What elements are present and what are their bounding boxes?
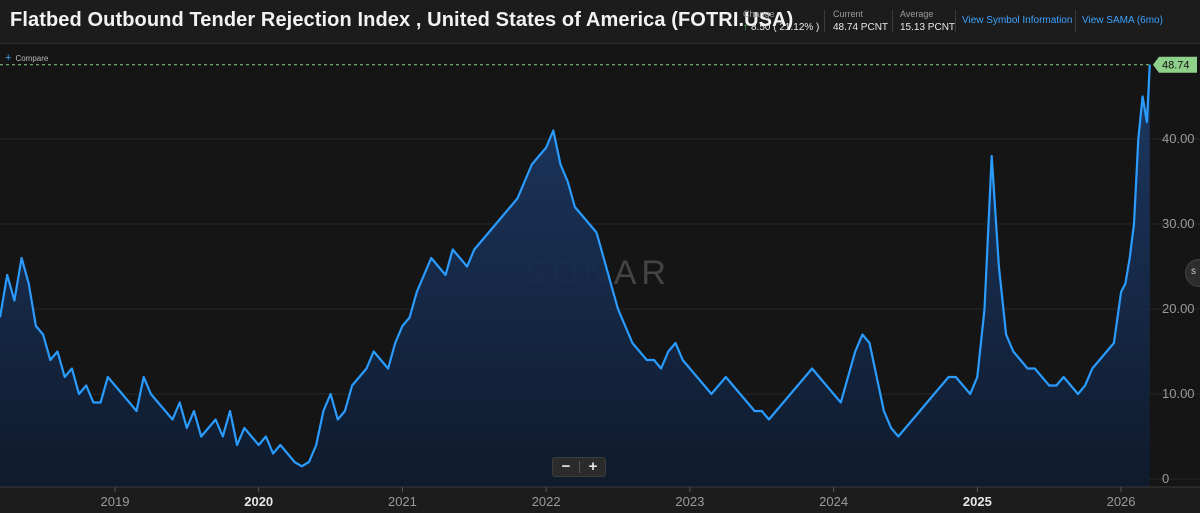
y-tick-label: 0 (1162, 471, 1169, 486)
arrow-up-icon: ↑ (743, 22, 748, 33)
y-tick-label: 40.00 (1162, 131, 1195, 146)
series-area (0, 64, 1150, 487)
x-tick-label: 2020 (244, 494, 273, 509)
page-title: Flatbed Outbound Tender Rejection Index … (10, 9, 794, 31)
current-label: Current (833, 9, 864, 19)
divider (824, 10, 825, 32)
y-tick-label: 30.00 (1162, 216, 1195, 231)
plus-icon: + (5, 52, 12, 64)
view-sama-link[interactable]: View SAMA (6mo) (1082, 15, 1163, 26)
compare-button[interactable]: + Compare (5, 52, 48, 64)
current-value: 48.74 PCNT (833, 22, 889, 33)
current-value-tag-shape (1153, 56, 1197, 73)
x-tick-label: 2024 (819, 494, 848, 509)
compare-label: Compare (15, 54, 49, 63)
series-line (0, 64, 1151, 468)
x-axis: 2019 2020 2021 2022 2023 2024 2025 2026 (0, 486, 1200, 513)
view-symbol-information-link[interactable]: View Symbol Information (962, 15, 1073, 26)
divider (955, 10, 956, 32)
x-tick-label: 2021 (388, 494, 417, 509)
current-stat: Current 48.74 PCNT (833, 8, 888, 34)
divider (1075, 10, 1076, 32)
x-axis-band (0, 487, 1200, 513)
zoom-in-button[interactable]: + (588, 458, 598, 475)
y-axis: 0 10.00 20.00 30.00 40.00 (1162, 131, 1195, 486)
x-tick-label: 2026 (1107, 494, 1136, 509)
divider (892, 10, 893, 32)
x-tick-label: 2022 (532, 494, 561, 509)
x-tick-label: 2023 (675, 494, 704, 509)
change-stat: Change ↑ 8.50 ( 21.12% ) (743, 8, 819, 34)
zoom-out-button[interactable]: − (561, 458, 571, 475)
side-panel-label: s (1191, 266, 1196, 277)
current-value-tag-text: 48.74 (1162, 60, 1190, 72)
y-tick-label: 10.00 (1162, 386, 1195, 401)
average-stat: Average 15.13 PCNT (900, 8, 955, 34)
change-value: 8.50 ( 21.12% ) (751, 22, 820, 33)
x-tick-label: 2019 (101, 494, 130, 509)
divider (579, 461, 580, 473)
header-bar: Flatbed Outbound Tender Rejection Index … (0, 0, 1200, 44)
zoom-control: − + (552, 457, 606, 477)
average-value: 15.13 PCNT (900, 22, 956, 33)
current-value-tag: 48.74 (1153, 56, 1197, 73)
average-label: Average (900, 9, 934, 19)
x-tick-label: 2025 (963, 494, 992, 509)
y-tick-label: 20.00 (1162, 301, 1195, 316)
change-label: Change (743, 9, 775, 19)
